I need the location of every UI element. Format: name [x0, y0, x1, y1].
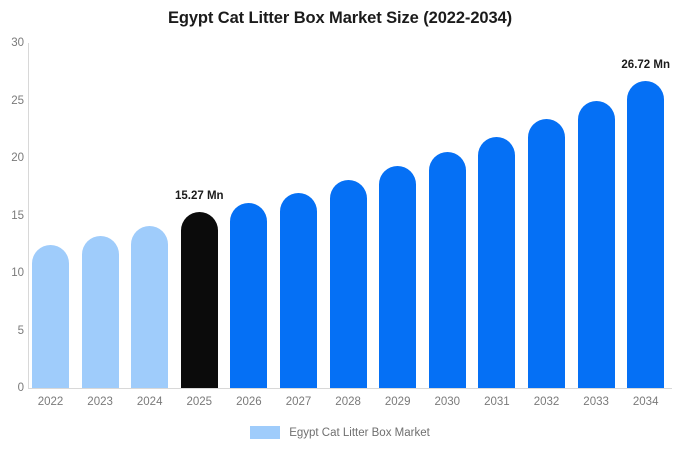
y-axis-tick-label: 0 — [17, 382, 24, 394]
y-axis-tick-label: 20 — [11, 152, 24, 164]
bar-slot — [428, 43, 466, 388]
chart-legend: Egypt Cat Litter Box Market — [0, 426, 680, 439]
x-axis-tick-label-2032: 2032 — [533, 396, 560, 408]
x-axis-tick-label-2026: 2026 — [236, 396, 262, 408]
y-axis-tick-label: 5 — [17, 324, 24, 337]
bar-2030[interactable] — [428, 152, 466, 388]
x-axis-tick-label-2024: 2024 — [136, 396, 163, 408]
bar-slot — [131, 43, 169, 388]
y-axis-tick-label: 30 — [11, 37, 24, 49]
bar-2025[interactable] — [180, 212, 218, 388]
legend-swatch-egypt-cat-litter-box-market — [250, 426, 281, 439]
plot-area: 15.27 Mn 26.72 Mn — [28, 43, 672, 388]
y-axis-line — [28, 43, 29, 388]
bar-slot — [528, 43, 565, 388]
x-axis-tick-label-2023: 2023 — [87, 396, 113, 408]
x-axis-tick-label-2030: 2030 — [434, 396, 461, 408]
bar-2024[interactable] — [131, 225, 169, 388]
bar-slot — [81, 43, 119, 388]
y-axis-tick-label: 15 — [11, 209, 24, 222]
x-axis-tick-labels: 2022 2023 2024 2025 2026 2027 2028 2029 2030 2031… — [28, 396, 672, 418]
bar-value-label-2034: 26.72 Mn — [621, 58, 670, 71]
bar-slot: 15.27 Mn — [175, 43, 224, 388]
bar-2034[interactable] — [627, 80, 665, 388]
x-axis-line — [28, 388, 672, 389]
x-axis-tick-label-2031: 2031 — [484, 396, 510, 408]
bar-2029[interactable] — [379, 166, 417, 388]
bar-2026[interactable] — [230, 203, 268, 388]
bar-slot — [280, 43, 317, 388]
bar-slot — [230, 43, 268, 388]
bar-slot — [379, 43, 417, 388]
bar-2027[interactable] — [280, 193, 317, 388]
bar-slot — [329, 43, 367, 388]
y-axis-tick-labels: 0 5 10 15 20 25 30 — [0, 0, 24, 450]
bar-2033[interactable] — [577, 101, 615, 388]
x-axis-tick-label-2029: 2029 — [384, 396, 411, 408]
bar-slot: 26.72 Mn — [621, 43, 670, 388]
chart-title: Egypt Cat Litter Box Market Size (2022-2… — [167, 9, 513, 27]
x-axis-tick-label-2034: 2034 — [632, 396, 659, 408]
bar-slot — [577, 43, 615, 388]
legend-label-egypt-cat-litter-box-market: Egypt Cat Litter Box Market — [289, 426, 430, 439]
x-axis-tick-label-2025: 2025 — [186, 396, 213, 408]
bar-slot — [478, 43, 516, 388]
bar-value-label-2025: 15.27 Mn — [175, 190, 224, 203]
bar-slot — [32, 43, 69, 388]
y-axis-tick-label: 10 — [11, 267, 24, 279]
y-axis-tick-label: 25 — [11, 94, 24, 107]
bar-2022[interactable] — [32, 244, 69, 388]
x-axis-tick-label-2022: 2022 — [37, 396, 64, 408]
x-axis-tick-label-2033: 2033 — [583, 396, 609, 408]
bar-2028[interactable] — [329, 180, 367, 388]
x-axis-tick-label-2027: 2027 — [285, 396, 312, 408]
bar-2032[interactable] — [528, 119, 565, 388]
x-axis-tick-label-2028: 2028 — [335, 396, 361, 408]
bar-2023[interactable] — [81, 235, 119, 388]
bar-2031[interactable] — [478, 137, 516, 388]
